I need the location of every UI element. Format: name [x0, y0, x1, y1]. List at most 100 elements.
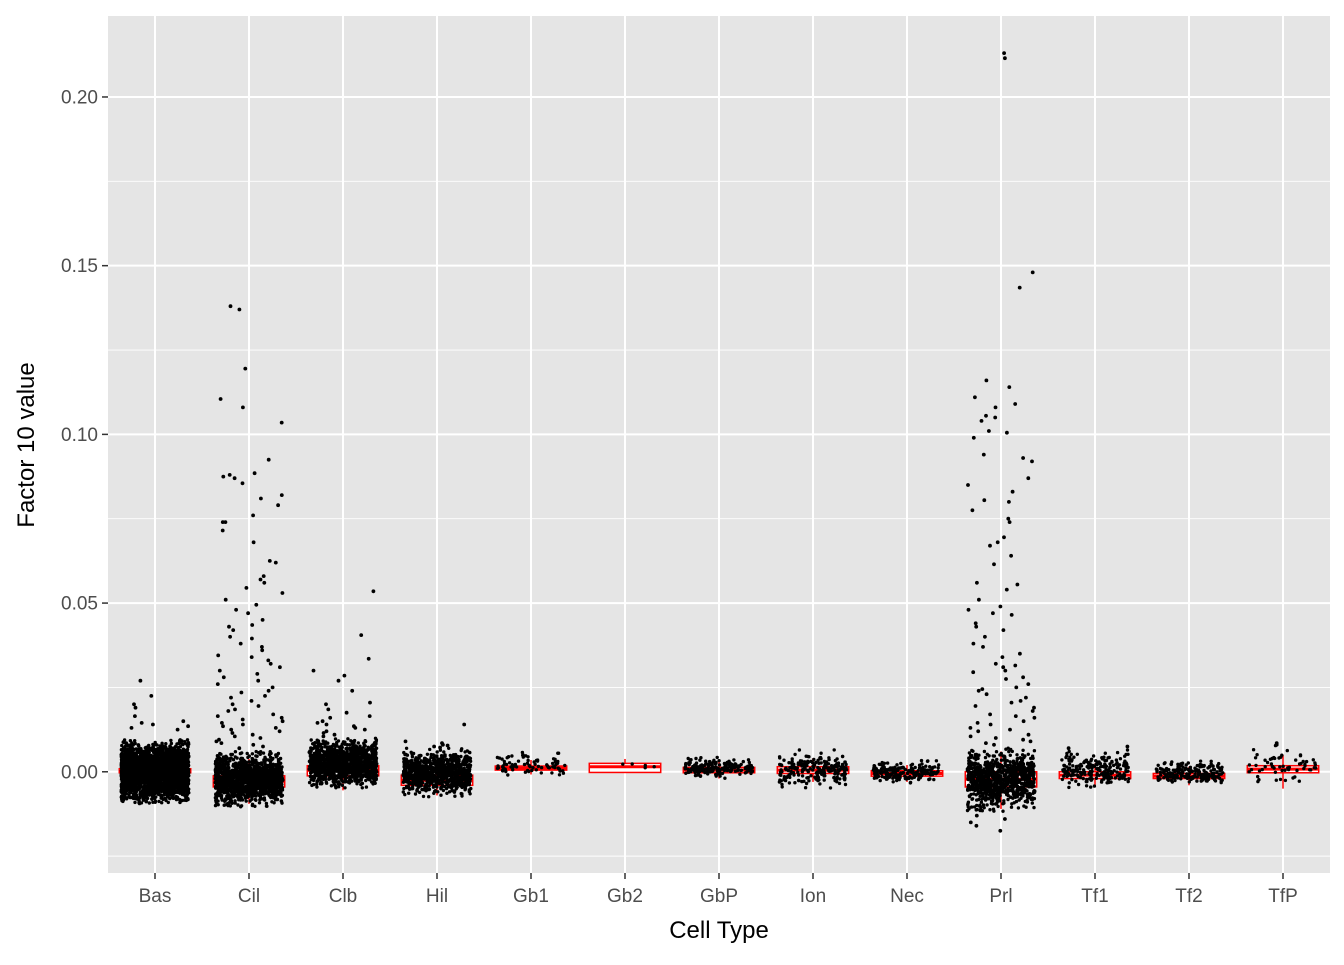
data-point: [142, 768, 145, 771]
data-point: [234, 755, 237, 758]
data-point: [152, 768, 155, 771]
data-point: [216, 763, 219, 766]
data-point: [152, 794, 155, 797]
data-point: [146, 788, 149, 791]
data-point: [240, 757, 243, 760]
data-point: [278, 780, 281, 783]
data-point: [225, 794, 228, 797]
data-point: [140, 801, 143, 804]
data-point: [222, 755, 225, 758]
data-point: [263, 777, 266, 780]
data-point: [182, 778, 185, 781]
data-point: [172, 766, 175, 769]
data-point: [260, 762, 263, 765]
data-point: [160, 770, 163, 773]
data-point: [168, 760, 171, 763]
data-point: [125, 789, 128, 792]
data-point: [144, 784, 147, 787]
data-point: [121, 754, 124, 757]
data-point: [217, 766, 220, 769]
data-point: [175, 795, 178, 798]
data-point: [186, 798, 189, 801]
data-point: [169, 739, 172, 742]
data-point: [177, 787, 180, 790]
data-point: [164, 742, 167, 745]
data-point: [231, 753, 234, 756]
data-point: [223, 804, 226, 807]
data-point: [174, 789, 177, 792]
data-point: [157, 791, 160, 794]
data-point: [161, 763, 164, 766]
data-point: [159, 781, 162, 784]
data-point: [136, 796, 139, 799]
data-point: [177, 762, 180, 765]
data-point: [233, 799, 236, 802]
data-point: [255, 750, 258, 753]
data-point: [158, 748, 161, 751]
data-point: [244, 780, 247, 783]
data-point: [172, 747, 175, 750]
data-point: [143, 792, 146, 795]
data-point: [231, 802, 234, 805]
data-point: [155, 768, 158, 771]
data-point: [251, 752, 254, 755]
data-point: [223, 778, 226, 781]
data-point: [186, 738, 189, 741]
data-point: [271, 773, 274, 776]
data-point: [157, 800, 160, 803]
data-point: [270, 785, 273, 788]
data-point: [268, 777, 271, 780]
data-point: [237, 787, 240, 790]
data-point: [280, 801, 283, 804]
data-point: [159, 759, 162, 762]
data-point: [168, 790, 171, 793]
data-point: [137, 775, 140, 778]
data-point: [168, 785, 171, 788]
data-point: [257, 770, 260, 773]
data-point: [232, 764, 235, 767]
data-point: [121, 799, 124, 802]
data-point: [128, 744, 131, 747]
data-point: [268, 790, 271, 793]
data-point: [263, 761, 266, 764]
data-point: [127, 760, 130, 763]
data-point: [129, 791, 132, 794]
data-point: [147, 784, 150, 787]
data-point: [239, 773, 242, 776]
data-point: [266, 772, 269, 775]
data-point: [165, 774, 168, 777]
data-point: [269, 762, 272, 765]
data-point: [152, 759, 155, 762]
data-point: [241, 763, 244, 766]
data-point: [249, 787, 252, 790]
data-point: [274, 764, 277, 767]
data-point: [215, 771, 218, 774]
data-point: [128, 769, 131, 772]
data-point: [237, 778, 240, 781]
data-point: [225, 756, 228, 759]
data-point: [226, 804, 229, 807]
data-point: [144, 776, 147, 779]
data-point: [280, 775, 283, 778]
data-point: [124, 772, 127, 775]
data-point: [269, 752, 272, 755]
data-point: [227, 765, 230, 768]
data-point: [233, 790, 236, 793]
data-point: [163, 786, 166, 789]
data-point: [244, 796, 247, 799]
data-point: [256, 787, 259, 790]
data-point: [275, 755, 278, 758]
data-point: [260, 783, 263, 786]
data-point: [277, 752, 280, 755]
data-point: [230, 769, 233, 772]
data-point: [267, 758, 270, 761]
data-point: [223, 783, 226, 786]
data-point: [255, 791, 258, 794]
data-point: [216, 774, 219, 777]
data-point: [147, 764, 150, 767]
data-point: [260, 791, 263, 794]
data-point: [239, 760, 242, 763]
data-point: [231, 783, 234, 786]
data-point: [163, 753, 166, 756]
